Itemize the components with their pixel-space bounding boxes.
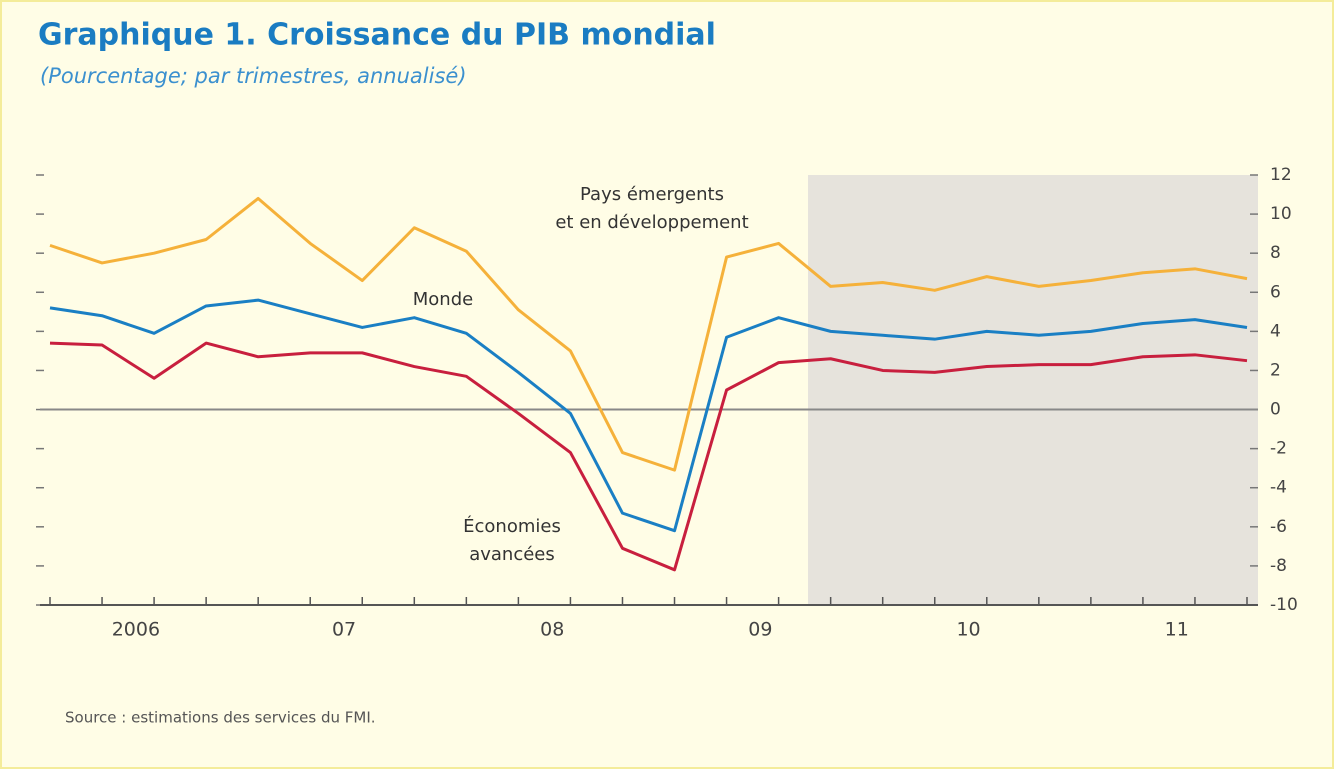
annotation: Monde bbox=[413, 289, 473, 310]
chart-title: Graphique 1. Croissance du PIB mondial bbox=[38, 18, 716, 53]
annotation: et en développement bbox=[555, 212, 748, 233]
y-tick-label: 12 bbox=[1270, 165, 1292, 185]
y-tick-label: 0 bbox=[1270, 400, 1281, 420]
annotation: avancées bbox=[469, 544, 555, 565]
chart-subtitle: (Pourcentage; par trimestres, annualisé) bbox=[40, 64, 467, 88]
x-tick-label: 10 bbox=[956, 619, 980, 641]
y-tick-label: -10 bbox=[1270, 595, 1298, 615]
x-tick-label: 07 bbox=[332, 619, 356, 641]
y-tick-label: 2 bbox=[1270, 360, 1281, 380]
annotation: Pays émergents bbox=[580, 184, 724, 205]
y-tick-label: -4 bbox=[1270, 478, 1287, 498]
y-tick-label: -8 bbox=[1270, 556, 1287, 576]
y-tick-label: -2 bbox=[1270, 439, 1287, 459]
series-line bbox=[49, 196, 1248, 472]
y-tick-label: 10 bbox=[1270, 204, 1292, 224]
y-tick-label: -6 bbox=[1270, 517, 1287, 537]
x-tick-label: 11 bbox=[1165, 619, 1189, 641]
y-tick-label: 6 bbox=[1270, 282, 1281, 302]
x-tick-label: 09 bbox=[748, 619, 772, 641]
series-line bbox=[49, 341, 1248, 572]
projection-shade bbox=[808, 175, 1258, 605]
x-tick-label: 2006 bbox=[112, 619, 160, 641]
source-note: Source : estimations des services du FMI… bbox=[65, 709, 376, 727]
y-tick-label: 4 bbox=[1270, 321, 1281, 341]
series-line bbox=[49, 298, 1248, 533]
y-tick-label: 8 bbox=[1270, 243, 1281, 263]
x-tick-label: 08 bbox=[540, 619, 564, 641]
annotation: Économies bbox=[463, 515, 561, 537]
